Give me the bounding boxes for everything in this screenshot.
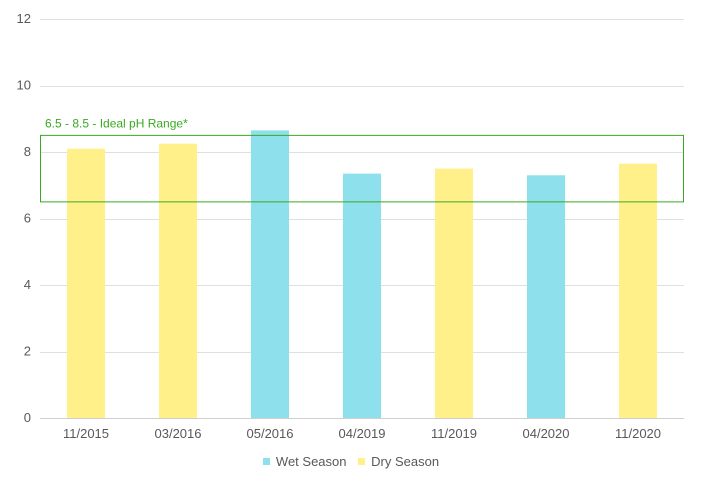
legend-item-dry: Dry Season — [358, 454, 439, 469]
x-tick-label: 11/2020 — [615, 426, 661, 441]
legend-swatch-dry — [358, 458, 366, 465]
x-tick-label: 05/2016 — [247, 426, 294, 441]
x-tick-label: 03/2016 — [155, 426, 202, 441]
legend-item-wet: Wet Season — [262, 454, 347, 469]
y-tick-label: 8 — [24, 144, 31, 159]
bar — [251, 130, 289, 418]
x-axis-tick-labels: 11/2015 03/2016 05/2016 04/2019 11/2019 04/20… — [63, 426, 661, 441]
bar — [527, 175, 565, 418]
ideal-range-label: 6.5 - 8.5 - Ideal pH Range* — [45, 116, 188, 130]
y-tick-label: 4 — [24, 277, 31, 292]
legend-label-dry: Dry Season — [371, 454, 440, 469]
legend: Wet Season Dry Season — [0, 454, 702, 469]
x-tick-label: 11/2019 — [431, 426, 477, 441]
legend-swatch-wet — [262, 458, 270, 465]
x-tick-label: 11/2015 — [63, 426, 109, 441]
legend-label-wet: Wet Season — [275, 454, 347, 469]
bar — [435, 168, 473, 418]
bars — [67, 130, 657, 419]
y-tick-label: 10 — [17, 78, 31, 93]
y-axis-tick-labels: 0 2 4 6 8 10 12 — [17, 11, 31, 425]
y-tick-label: 0 — [24, 410, 31, 425]
y-tick-label: 6 — [24, 211, 31, 226]
bar — [343, 173, 381, 418]
bar — [159, 143, 197, 418]
ideal-range-box — [40, 134, 684, 203]
x-tick-label: 04/2020 — [523, 426, 570, 441]
bar — [619, 163, 657, 418]
x-tick-label: 04/2019 — [339, 426, 386, 441]
y-tick-label: 2 — [24, 344, 31, 359]
bar — [67, 148, 105, 419]
y-tick-label: 12 — [17, 11, 31, 26]
